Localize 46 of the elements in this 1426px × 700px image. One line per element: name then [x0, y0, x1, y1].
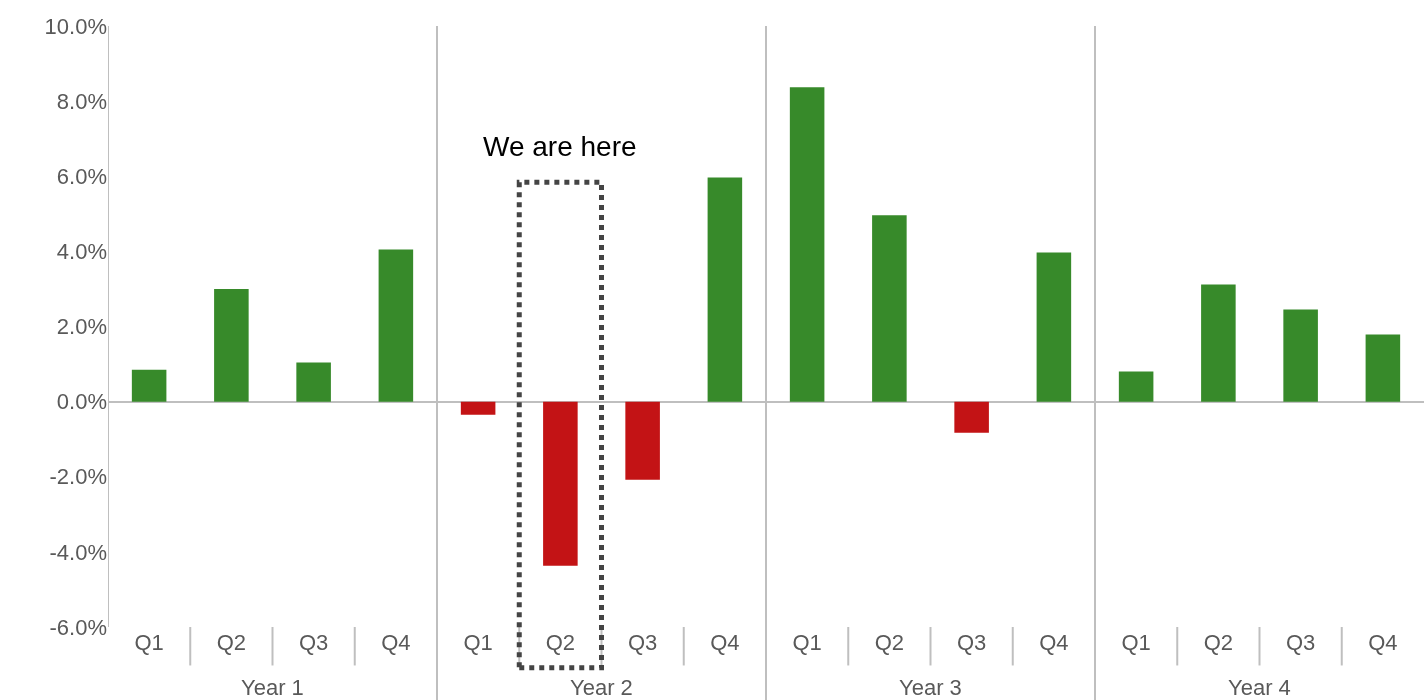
bar [872, 215, 907, 402]
bar [296, 362, 331, 402]
y-tick-label: -2.0% [49, 464, 107, 490]
x-tick-label: Q3 [1285, 630, 1316, 655]
bar [460, 401, 496, 415]
annotation: We are here [483, 131, 637, 162]
x-tick-label: Q4 [1039, 630, 1069, 655]
y-tick-label: 0.0% [56, 389, 107, 415]
y-tick-label: 2.0% [56, 314, 107, 340]
bar [954, 401, 989, 433]
x-tick-label: Q4 [1368, 630, 1398, 655]
y-tick-label: -4.0% [49, 539, 107, 565]
x-tick-label: Q4 [381, 630, 411, 655]
bar [378, 249, 414, 402]
text: Year 4 [1228, 675, 1291, 700]
x-tick-label: Q1 [463, 630, 493, 655]
y-tick-label: 10.0% [44, 13, 107, 39]
bar [131, 369, 167, 402]
x-tick-label: Q2 [874, 630, 905, 655]
x-tick-label: Q1 [1121, 630, 1151, 655]
x-tick-label: Q3 [627, 630, 658, 655]
x-tick-label: Q1 [792, 630, 822, 655]
bar [707, 177, 743, 402]
x-tick-label: Q1 [134, 630, 164, 655]
bar [1036, 252, 1072, 402]
y-tick-label: -6.0% [49, 614, 107, 640]
x-tick-label: Q2 [545, 630, 576, 655]
bar [1201, 284, 1236, 402]
x-tick-label: Q3 [298, 630, 329, 655]
bar [625, 401, 660, 480]
bar [1118, 371, 1154, 402]
bar [1283, 309, 1318, 402]
text: Year 3 [899, 675, 962, 700]
x-tick-label: Q2 [1203, 630, 1234, 655]
bar [1365, 334, 1401, 402]
x-tick-label: Q4 [710, 630, 740, 655]
x-tick-label: Q2 [216, 630, 247, 655]
text: Year 2 [570, 675, 633, 700]
y-tick-label: 4.0% [56, 239, 107, 265]
bar [789, 87, 825, 402]
y-tick-label: 8.0% [56, 88, 107, 114]
bar [214, 288, 249, 402]
text: Year 1 [241, 675, 304, 700]
y-tick-label: 6.0% [56, 163, 107, 189]
x-tick-label: Q3 [956, 630, 987, 655]
bar [543, 401, 578, 566]
